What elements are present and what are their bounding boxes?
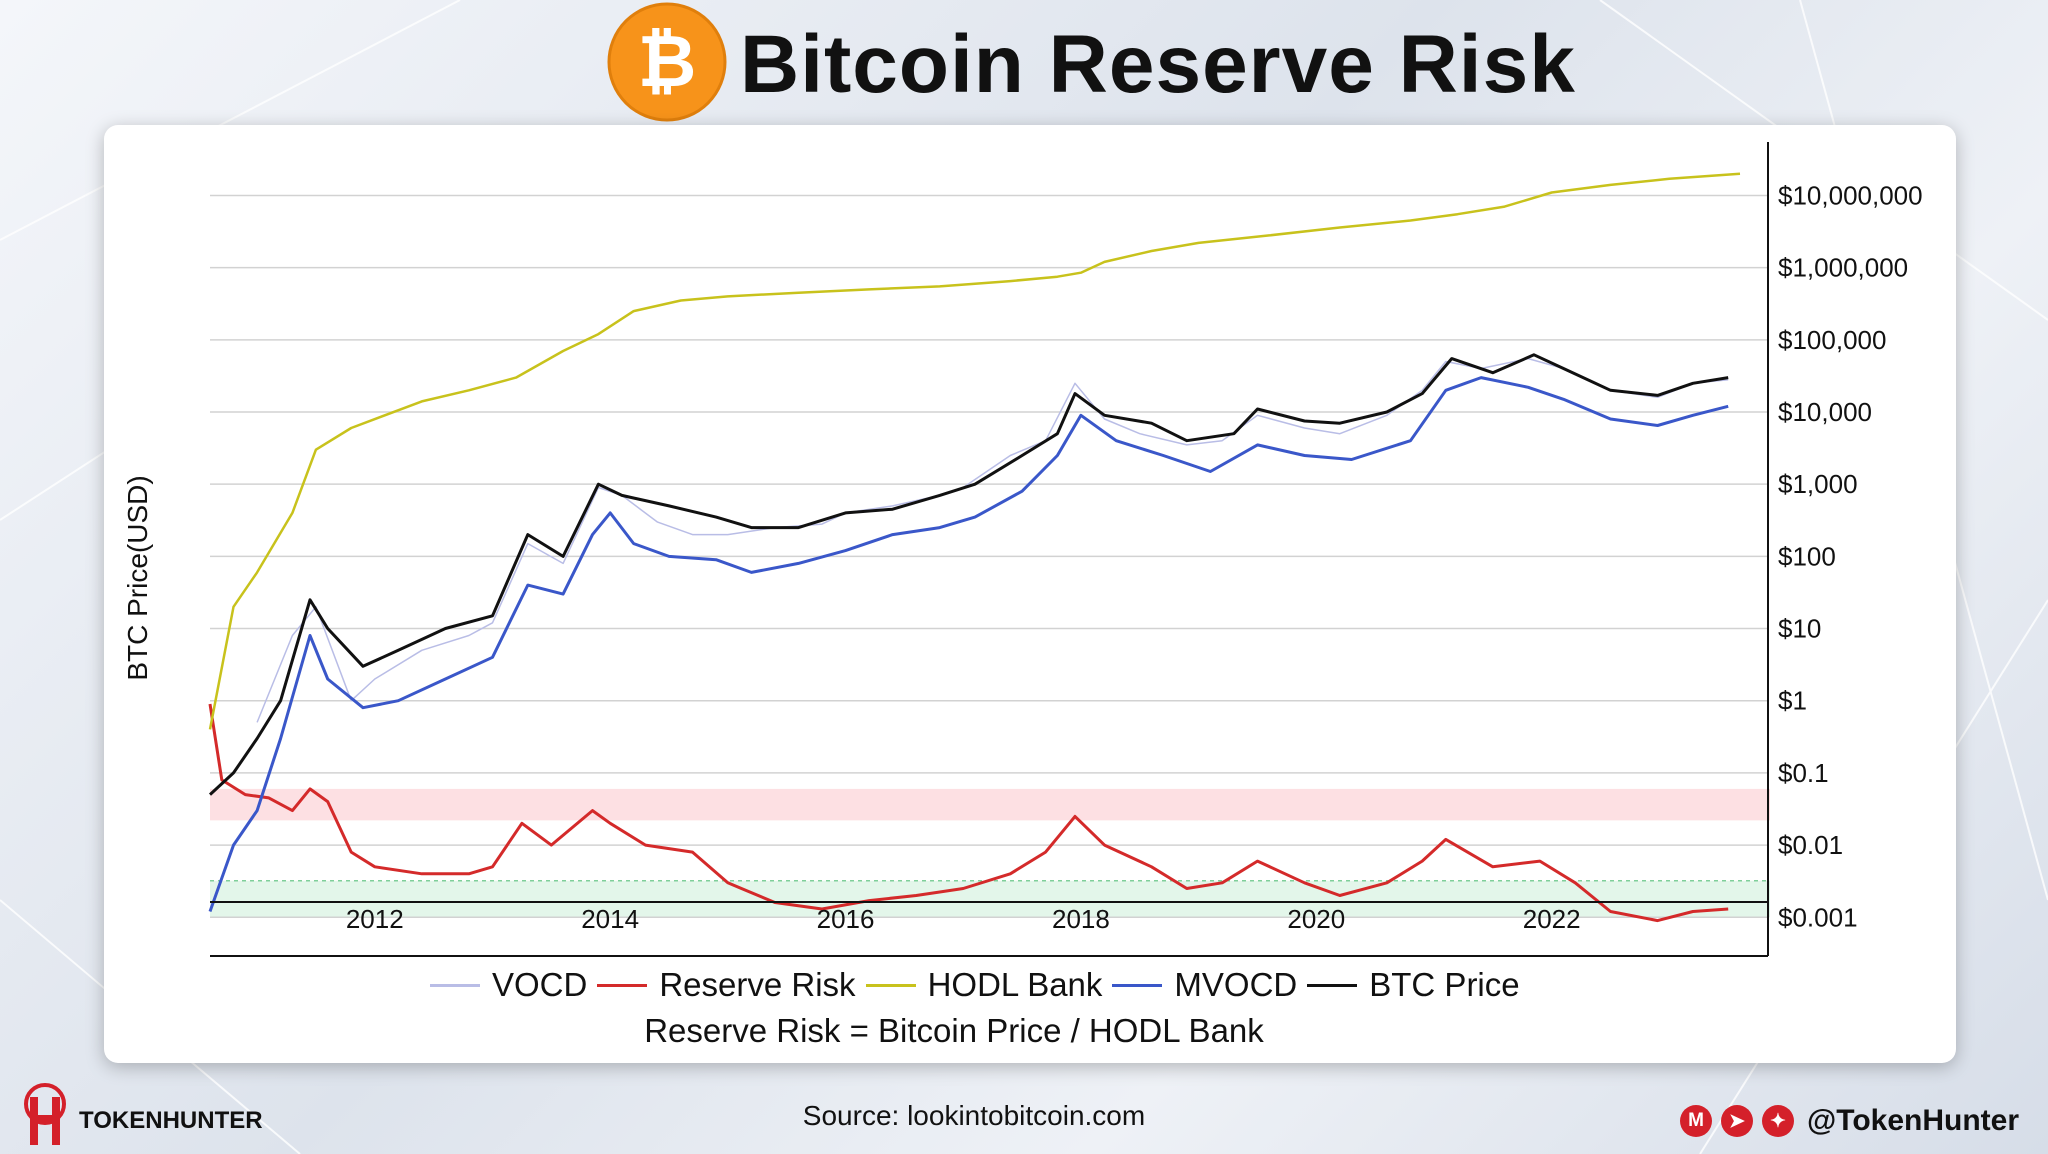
social-handle: @TokenHunter	[1807, 1104, 2020, 1137]
y-tick-label: $100	[1778, 541, 1836, 571]
x-tick-label: 2012	[346, 904, 404, 934]
y-tick-label: $0.1	[1778, 758, 1829, 788]
chart-legend: VOCD Reserve Risk HODL Bank MVOCD BTC Price	[430, 963, 1530, 1007]
legend-item: VOCD	[430, 966, 587, 1004]
series-hodl-bank	[208, 172, 1741, 730]
x-tick-label: 2020	[1287, 904, 1345, 934]
header: ₿ Bitcoin Reserve Risk	[0, 0, 2048, 125]
telegram-icon[interactable]: ➤	[1721, 1105, 1753, 1137]
twitter-icon[interactable]: ✦	[1762, 1105, 1794, 1137]
legend-item: HODL Bank	[865, 966, 1103, 1004]
y-tick-label: $0.01	[1778, 830, 1843, 860]
legend-label: BTC Price	[1369, 966, 1520, 1003]
token-hunter-logo-icon	[24, 1083, 66, 1145]
y-tick-label: $1,000,000	[1778, 253, 1908, 283]
x-tick-label: 2014	[581, 904, 639, 934]
legend-item: MVOCD	[1112, 966, 1297, 1004]
x-tick-label: 2016	[817, 904, 875, 934]
series-btc-price	[208, 353, 1729, 796]
legend-item: BTC Price	[1307, 966, 1520, 1004]
telegram-glyph: ➤	[1729, 1110, 1745, 1132]
legend-item: Reserve Risk	[597, 966, 856, 1004]
legend-label: Reserve Risk	[659, 966, 856, 1003]
bitcoin-icon: ₿	[607, 2, 727, 122]
medium-icon[interactable]: M	[1680, 1105, 1712, 1137]
legend-swatch	[1307, 983, 1358, 987]
legend-label: VOCD	[492, 966, 588, 1003]
legend-swatch	[430, 983, 480, 987]
social-links: M ➤ ✦ @TokenHunter	[1680, 1104, 2019, 1138]
footer-brand: TOKENHUNTER	[79, 1107, 263, 1135]
twitter-glyph: ✦	[1770, 1110, 1786, 1132]
legend-label: MVOCD	[1174, 966, 1298, 1003]
low-risk-zone	[210, 880, 1770, 918]
svg-text:₿: ₿	[638, 19, 697, 103]
legend-swatch	[1112, 983, 1163, 987]
x-tick-label: 2018	[1052, 904, 1110, 934]
page-title: Bitcoin Reserve Risk	[740, 19, 1576, 110]
high-risk-zone	[210, 788, 1770, 821]
y-tick-label: $0.001	[1778, 902, 1858, 932]
series-mvocd	[208, 376, 1729, 913]
legend-swatch	[597, 983, 648, 987]
y-tick-label: $1,000	[1778, 469, 1858, 499]
brand-token: TOKEN	[79, 1107, 163, 1134]
legend-swatch	[865, 983, 916, 987]
medium-glyph: M	[1688, 1110, 1704, 1131]
y-tick-label: $10,000,000	[1778, 180, 1923, 210]
y-tick-label: $10	[1778, 614, 1821, 644]
y-tick-label: $100,000	[1778, 325, 1886, 355]
brand-hunter: HUNTER	[162, 1107, 263, 1134]
y-tick-label: $1	[1778, 686, 1807, 716]
legend-label: HODL Bank	[927, 966, 1103, 1003]
x-tick-label: 2022	[1523, 904, 1581, 934]
series-reserve-risk	[208, 703, 1729, 923]
formula-text: Reserve Risk = Bitcoin Price / HODL Bank	[644, 1012, 1264, 1049]
y-tick-label: $10,000	[1778, 397, 1872, 427]
y-axis-title: BTC Price(USD)	[122, 475, 153, 681]
series-vocd	[256, 357, 1729, 723]
source-credit: Source: lookintobitcoin.com	[802, 1100, 1146, 1131]
